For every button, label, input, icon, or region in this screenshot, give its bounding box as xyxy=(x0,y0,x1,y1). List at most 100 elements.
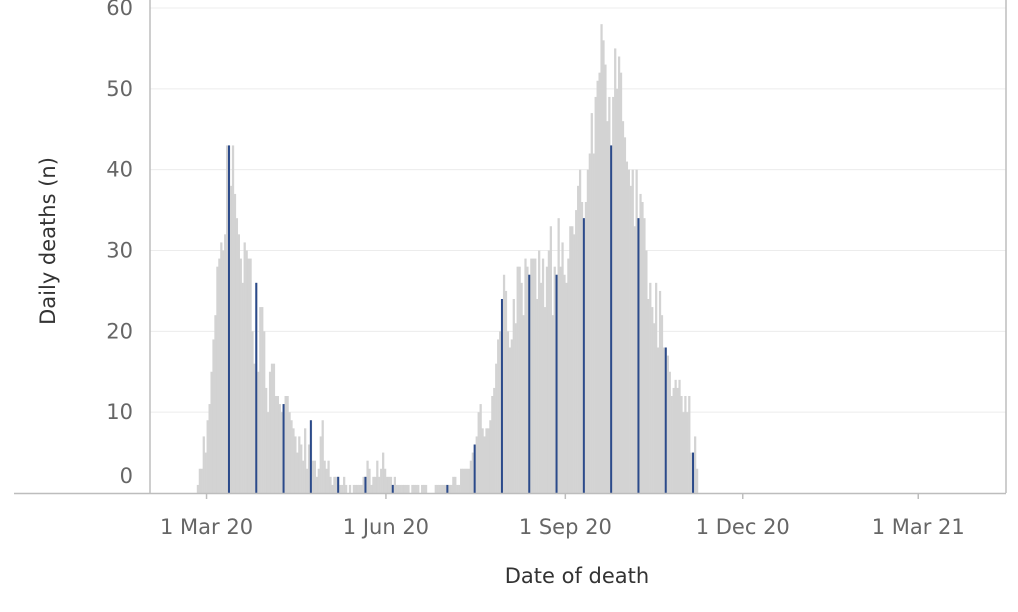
bar xyxy=(354,484,357,493)
bar xyxy=(319,436,322,493)
bar xyxy=(586,169,590,494)
bar xyxy=(401,484,404,493)
bar xyxy=(660,315,664,493)
bar xyxy=(469,460,473,493)
y-tick-label: 50 xyxy=(106,77,133,101)
bar xyxy=(344,484,348,493)
bar xyxy=(226,145,229,494)
bar xyxy=(335,476,338,493)
bar xyxy=(504,290,508,493)
bar xyxy=(608,96,611,494)
bar xyxy=(600,24,603,493)
bar xyxy=(678,379,681,493)
bar xyxy=(378,476,381,493)
bar xyxy=(522,315,525,493)
bar xyxy=(372,476,375,493)
bar xyxy=(629,185,632,493)
bar xyxy=(235,218,239,494)
bar xyxy=(385,476,389,493)
bar xyxy=(545,266,549,493)
bar xyxy=(674,379,677,493)
bar xyxy=(561,242,564,493)
bar xyxy=(514,323,517,493)
highlight-bar xyxy=(282,404,285,493)
bar xyxy=(323,460,326,493)
bar xyxy=(524,258,527,493)
bar xyxy=(670,396,673,493)
bar xyxy=(676,387,679,493)
bar xyxy=(551,315,554,493)
highlight-bar xyxy=(528,274,531,493)
bar xyxy=(380,468,383,493)
highlight-bar xyxy=(582,218,585,494)
bar xyxy=(362,476,365,493)
bar xyxy=(649,282,652,493)
bar xyxy=(688,396,691,493)
bar xyxy=(463,468,467,493)
bar xyxy=(257,371,260,493)
bar xyxy=(575,210,578,493)
bar xyxy=(321,420,324,493)
bar xyxy=(231,145,235,494)
bar xyxy=(578,169,582,494)
bar xyxy=(536,299,539,493)
bar xyxy=(465,468,469,493)
bar xyxy=(604,64,607,493)
bar xyxy=(405,484,408,493)
bar xyxy=(518,266,521,493)
bar xyxy=(658,290,662,493)
bar xyxy=(483,436,486,493)
bar xyxy=(417,484,420,493)
bar-series xyxy=(196,24,699,494)
bar xyxy=(356,484,359,493)
bar xyxy=(627,169,630,494)
bar xyxy=(625,161,629,493)
bar xyxy=(619,72,623,494)
bar xyxy=(331,484,334,493)
bar xyxy=(651,307,654,493)
bar xyxy=(422,484,426,493)
bar xyxy=(415,484,418,493)
bar xyxy=(407,484,410,493)
bar xyxy=(214,315,217,493)
bar xyxy=(339,484,342,493)
bar xyxy=(506,331,510,493)
bar xyxy=(559,266,562,493)
bar xyxy=(485,428,488,493)
bar xyxy=(481,428,484,493)
bar xyxy=(241,282,244,493)
bar xyxy=(304,428,307,493)
bar xyxy=(493,387,496,493)
bar xyxy=(315,476,318,493)
highlight-bar xyxy=(473,444,476,493)
x-tick-label: 1 Mar 20 xyxy=(160,515,253,539)
bar xyxy=(440,484,443,493)
bar xyxy=(274,396,278,493)
bar xyxy=(436,484,439,493)
bar xyxy=(348,484,352,493)
x-tick-label: 1 Sep 20 xyxy=(519,515,612,539)
bar xyxy=(643,218,646,494)
bar xyxy=(434,484,437,493)
bar xyxy=(547,250,551,493)
bar xyxy=(276,396,279,493)
bar xyxy=(526,266,529,493)
bar xyxy=(212,339,215,493)
y-tick-label: 40 xyxy=(106,158,133,182)
bar xyxy=(399,484,402,493)
bar xyxy=(477,412,480,493)
bar xyxy=(569,226,572,493)
bar xyxy=(329,476,332,493)
bar xyxy=(259,307,262,493)
x-tick-label: 1 Jun 20 xyxy=(343,515,429,539)
bar xyxy=(286,396,289,493)
bar xyxy=(206,420,209,493)
bar xyxy=(204,452,207,493)
highlight-bar xyxy=(309,420,312,493)
bar xyxy=(272,363,276,493)
bar xyxy=(499,331,502,493)
highlight-bar xyxy=(227,145,230,494)
bar xyxy=(290,420,293,493)
bar xyxy=(680,396,683,493)
y-tick-labels: 0 10 20 30 40 50 60 xyxy=(106,0,133,488)
